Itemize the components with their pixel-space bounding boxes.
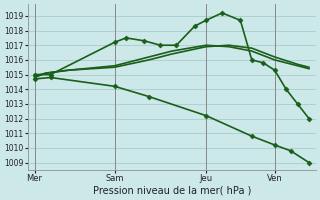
X-axis label: Pression niveau de la mer( hPa ): Pression niveau de la mer( hPa ) <box>92 186 251 196</box>
